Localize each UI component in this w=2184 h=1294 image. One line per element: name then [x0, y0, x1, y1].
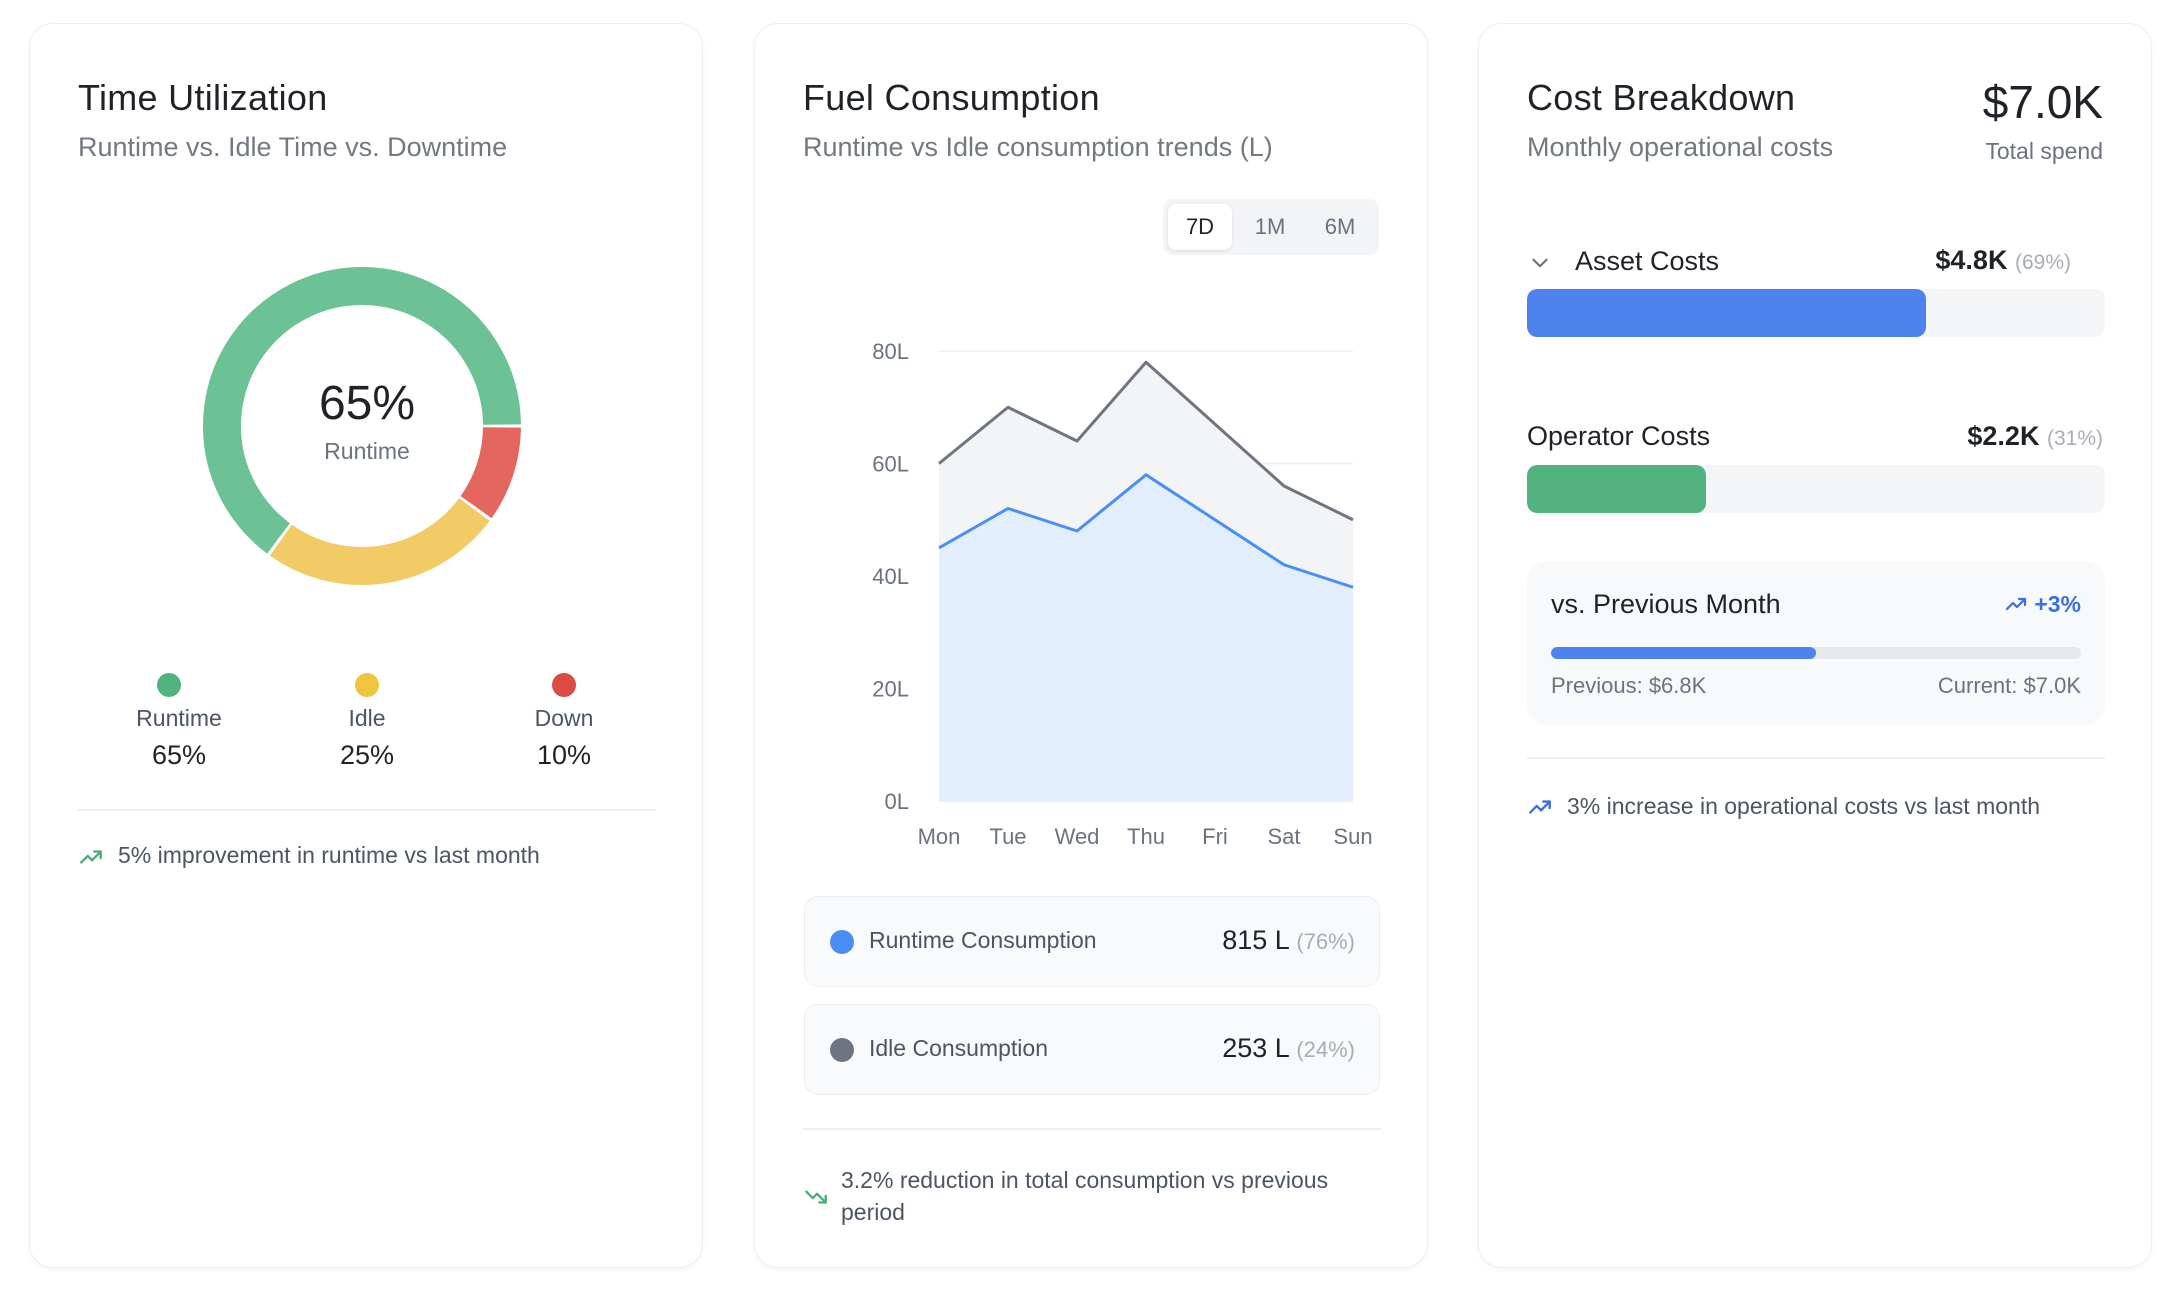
comparison-bar: [1551, 647, 2081, 659]
idle-consumption-dot: [830, 1038, 854, 1062]
series-line-0: [938, 360, 1354, 522]
operator-costs-percent: (31%): [2046, 427, 2103, 450]
x-tick-label: Sun: [1333, 824, 1372, 849]
series-line-1: [938, 473, 1354, 589]
runtime-consumption-percent: (76%): [1296, 929, 1355, 954]
fuel-footer-text: 3.2% reduction in total consumption vs p…: [841, 1164, 1328, 1228]
chevron-down-icon: [1532, 258, 1548, 268]
series-area-1: [939, 474, 1353, 801]
trending-up-icon: [80, 850, 102, 864]
idle-consumption-amount: 253 L: [1222, 1033, 1289, 1063]
fuel-area-chart: 0L 20L 40L 60L 80L Mon Tue Wed Thu Fri Sat Sun: [872, 339, 1372, 849]
x-tick-label: Fri: [1202, 824, 1228, 849]
donut-center-label: Runtime: [324, 438, 410, 464]
card-divider: [803, 1128, 1381, 1130]
total-spend-label: Total spend: [1985, 138, 2103, 164]
time-range-selector: 7D 1M 6M: [1163, 199, 1379, 255]
range-7d-button[interactable]: 7D: [1168, 204, 1232, 250]
cost-breakdown-card: Cost Breakdown Monthly operational costs…: [1478, 23, 2152, 1268]
card-divider: [1527, 757, 2105, 759]
idle-legend-label: Idle: [348, 705, 386, 731]
idle-consumption-value: 253 L (24%): [1222, 1033, 1355, 1064]
comparison-change-value: +3%: [2034, 591, 2081, 617]
x-tick-label: Sat: [1267, 824, 1300, 849]
card-subtitle: Runtime vs. Idle Time vs. Downtime: [78, 132, 508, 162]
trending-down-icon: [805, 1190, 827, 1204]
y-tick-label: 80L: [872, 339, 909, 364]
asset-costs-amount: $4.8K: [1935, 245, 2008, 275]
asset-costs-label: Asset Costs: [1575, 246, 1720, 276]
operator-costs-bar-fill: [1527, 465, 1707, 513]
x-tick-label: Mon: [918, 824, 961, 849]
asset-costs-toggle[interactable]: Asset Costs: [1527, 240, 1727, 290]
operator-costs-bar: [1527, 465, 2105, 513]
idle-consumption-row: Idle Consumption 253 L (24%): [804, 1004, 1380, 1095]
total-spend-value: $7.0K: [1982, 76, 2103, 128]
idle-consumption-percent: (24%): [1296, 1037, 1355, 1062]
card-title: Time Utilization: [78, 77, 328, 118]
down-legend-label: Down: [534, 705, 594, 731]
y-tick-label: 20L: [872, 677, 909, 702]
cost-footer-text: 3% increase in operational costs vs last…: [1567, 793, 2041, 819]
asset-costs-value: $4.8K (69%): [1935, 245, 2071, 276]
trending-up-icon: [1529, 800, 1551, 814]
fuel-footer-line-2: period: [841, 1199, 905, 1225]
operator-costs-label: Operator Costs: [1527, 421, 1711, 451]
donut-center-value: 65%: [318, 377, 416, 430]
runtime-consumption-amount: 815 L: [1222, 925, 1289, 955]
card-divider: [78, 809, 656, 811]
range-1m-button[interactable]: 1M: [1254, 214, 1286, 239]
x-tick-label: Tue: [989, 824, 1026, 849]
utilization-footer-text: 5% improvement in runtime vs last month: [118, 842, 540, 868]
donut-segment-runtime: [203, 267, 521, 554]
range-6m-button[interactable]: 6M: [1324, 214, 1356, 239]
time-utilization-card: Time Utilization Runtime vs. Idle Time v…: [29, 23, 703, 1268]
runtime-consumption-row: Runtime Consumption 815 L (76%): [804, 896, 1380, 987]
down-legend-value: 10%: [536, 740, 592, 770]
runtime-consumption-value: 815 L (76%): [1222, 925, 1355, 956]
card-subtitle: Monthly operational costs: [1527, 132, 1834, 162]
previous-cost-text: Previous: $6.8K: [1551, 673, 1707, 698]
card-title: Fuel Consumption: [803, 77, 1100, 118]
x-tick-label: Thu: [1127, 824, 1165, 849]
trending-up-icon: [2006, 597, 2027, 611]
runtime-legend-label: Runtime: [136, 705, 222, 731]
runtime-consumption-label: Runtime Consumption: [869, 927, 1097, 953]
utilization-donut: [203, 267, 521, 585]
down-legend-dot: [552, 673, 576, 697]
fuel-footer-line-1: 3.2% reduction in total consumption vs p…: [841, 1167, 1329, 1193]
y-tick-label: 60L: [872, 452, 909, 477]
y-tick-label: 40L: [872, 564, 909, 589]
asset-costs-percent: (69%): [2014, 251, 2071, 274]
operator-costs-amount: $2.2K: [1967, 421, 2040, 451]
runtime-legend-dot: [157, 673, 181, 697]
comparison-change: +3%: [2004, 591, 2081, 618]
donut-segment-idle: [269, 497, 490, 585]
asset-costs-bar: [1527, 289, 2105, 337]
idle-consumption-label: Idle Consumption: [869, 1035, 1048, 1061]
card-subtitle: Runtime vs Idle consumption trends (L): [803, 132, 1273, 162]
fuel-consumption-card: Fuel Consumption Runtime vs Idle consump…: [754, 23, 1428, 1268]
asset-costs-bar-fill: [1527, 289, 1926, 337]
x-tick-label: Wed: [1055, 824, 1100, 849]
comparison-bar-fill: [1551, 647, 1816, 659]
card-title: Cost Breakdown: [1527, 77, 1796, 118]
runtime-legend-value: 65%: [151, 740, 207, 770]
operator-costs-value: $2.2K (31%): [1967, 421, 2103, 452]
y-tick-label: 0L: [885, 789, 909, 814]
previous-month-comparison: vs. Previous Month +3% Previous: $6.8K C…: [1527, 561, 2105, 725]
idle-legend-dot: [355, 673, 379, 697]
current-cost-text: Current: $7.0K: [1937, 673, 2081, 698]
idle-legend-value: 25%: [339, 740, 395, 770]
donut-segment-down: [460, 426, 521, 519]
runtime-consumption-dot: [830, 930, 854, 954]
comparison-label: vs. Previous Month: [1551, 589, 1781, 619]
